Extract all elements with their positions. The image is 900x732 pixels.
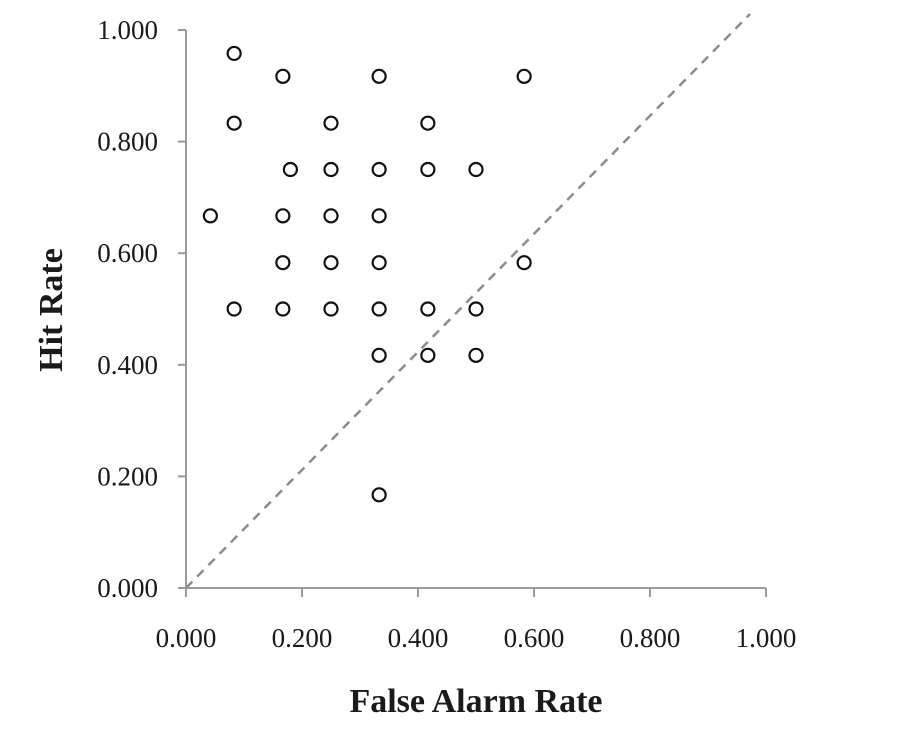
x-tick-label: 0.600 (504, 623, 565, 653)
data-point (468, 301, 484, 317)
data-point (323, 208, 339, 224)
data-point (275, 68, 291, 84)
y-tick-label: 0.000 (97, 573, 158, 603)
y-tick-label: 0.200 (97, 461, 158, 491)
data-point (323, 115, 339, 131)
data-point (275, 255, 291, 271)
x-ticks: 0.000 0.200 0.400 0.600 0.800 1.000 (156, 588, 797, 653)
data-point (371, 255, 387, 271)
data-point (275, 301, 291, 317)
data-point (468, 161, 484, 178)
y-tick-label: 0.600 (97, 238, 158, 268)
data-point (420, 161, 436, 178)
y-ticks: 0.000 0.200 0.400 0.600 0.800 1.000 (97, 15, 186, 603)
data-point (371, 208, 387, 224)
data-point (323, 301, 339, 317)
data-point (371, 68, 387, 84)
data-point (516, 68, 532, 84)
axes (185, 30, 766, 589)
data-point (275, 208, 291, 224)
x-tick-label: 0.400 (388, 623, 449, 653)
data-point (468, 347, 484, 363)
y-tick-label: 0.800 (97, 127, 158, 157)
x-tick-label: 1.000 (736, 623, 797, 653)
y-tick-label: 1.000 (97, 15, 158, 45)
data-point (420, 301, 436, 317)
x-axis-title: False Alarm Rate (349, 683, 602, 720)
x-tick-label: 0.200 (272, 623, 333, 653)
y-tick-label: 0.400 (97, 350, 158, 380)
data-point (371, 161, 387, 178)
reference-diagonal-line (185, 13, 751, 589)
data-point (371, 487, 387, 503)
x-tick-label: 0.800 (620, 623, 681, 653)
data-point (282, 161, 298, 178)
data-point (420, 115, 436, 131)
y-axis-title: Hit Rate (33, 248, 70, 372)
data-point (202, 208, 218, 224)
x-tick-label: 0.000 (156, 623, 217, 653)
data-point (516, 255, 532, 271)
data-point (323, 255, 339, 271)
data-point (226, 301, 242, 317)
data-point (371, 301, 387, 317)
data-point (371, 347, 387, 363)
data-point (420, 347, 436, 363)
data-points (202, 45, 532, 503)
data-point (226, 45, 242, 62)
data-point (226, 115, 242, 131)
data-point (323, 161, 339, 178)
